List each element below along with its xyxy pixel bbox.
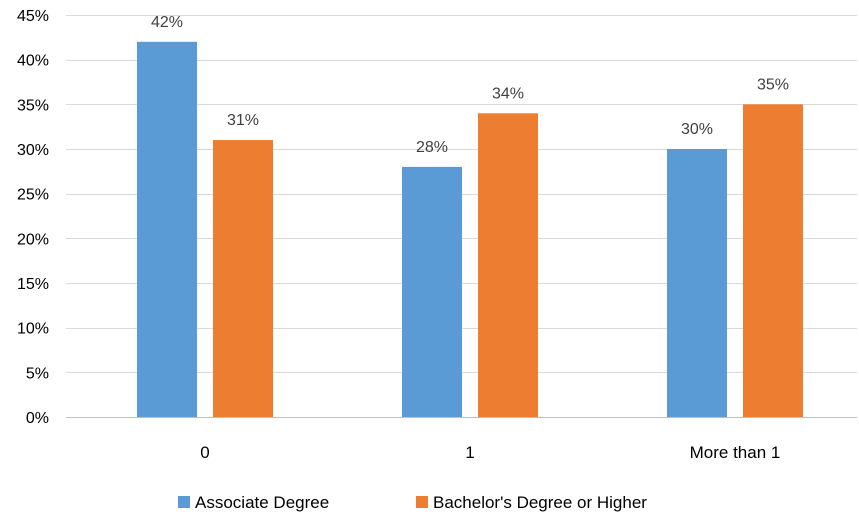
- y-tick-label: 35%: [17, 97, 49, 114]
- data-label-series1-cat2: 35%: [757, 76, 789, 93]
- y-tick-label: 40%: [17, 53, 49, 70]
- data-label-series0-cat2: 30%: [681, 121, 713, 138]
- bar-series0-cat1: [402, 166, 462, 417]
- x-axis-labels: 0 1 More than 1: [200, 443, 780, 462]
- y-tick-label: 25%: [17, 187, 49, 204]
- data-label-series0-cat0: 42%: [151, 14, 183, 31]
- data-label-series1-cat0: 31%: [227, 112, 259, 129]
- bars: [137, 41, 803, 418]
- x-tick-label: 1: [465, 443, 474, 462]
- y-tick-label: 10%: [17, 321, 49, 338]
- x-tick-label: More than 1: [690, 443, 781, 462]
- legend-swatch-series1: [416, 496, 428, 508]
- bar-series1-cat1: [478, 113, 538, 418]
- data-labels: 42% 31% 28% 34% 30% 35%: [151, 14, 789, 156]
- y-tick-label: 5%: [26, 365, 49, 382]
- bar-series1-cat0: [213, 140, 273, 418]
- data-label-series0-cat1: 28%: [416, 139, 448, 156]
- legend: Associate Degree Bachelor's Degree or Hig…: [178, 493, 647, 512]
- x-tick-label: 0: [200, 443, 209, 462]
- y-tick-label: 45%: [17, 8, 49, 25]
- y-tick-label: 15%: [17, 276, 49, 293]
- legend-label-series1: Bachelor's Degree or Higher: [433, 493, 647, 512]
- y-tick-label: 0%: [26, 410, 49, 427]
- legend-label-series0: Associate Degree: [195, 493, 329, 512]
- legend-swatch-series0: [178, 496, 190, 508]
- y-tick-label: 20%: [17, 231, 49, 248]
- bar-series1-cat2: [743, 104, 803, 417]
- bar-series0-cat2: [667, 149, 727, 417]
- y-axis-ticks: 0% 5% 10% 15% 20% 25% 30% 35% 40% 45%: [17, 8, 49, 427]
- y-tick-label: 30%: [17, 142, 49, 159]
- data-label-series1-cat1: 34%: [492, 85, 524, 102]
- bar-series0-cat0: [137, 41, 197, 418]
